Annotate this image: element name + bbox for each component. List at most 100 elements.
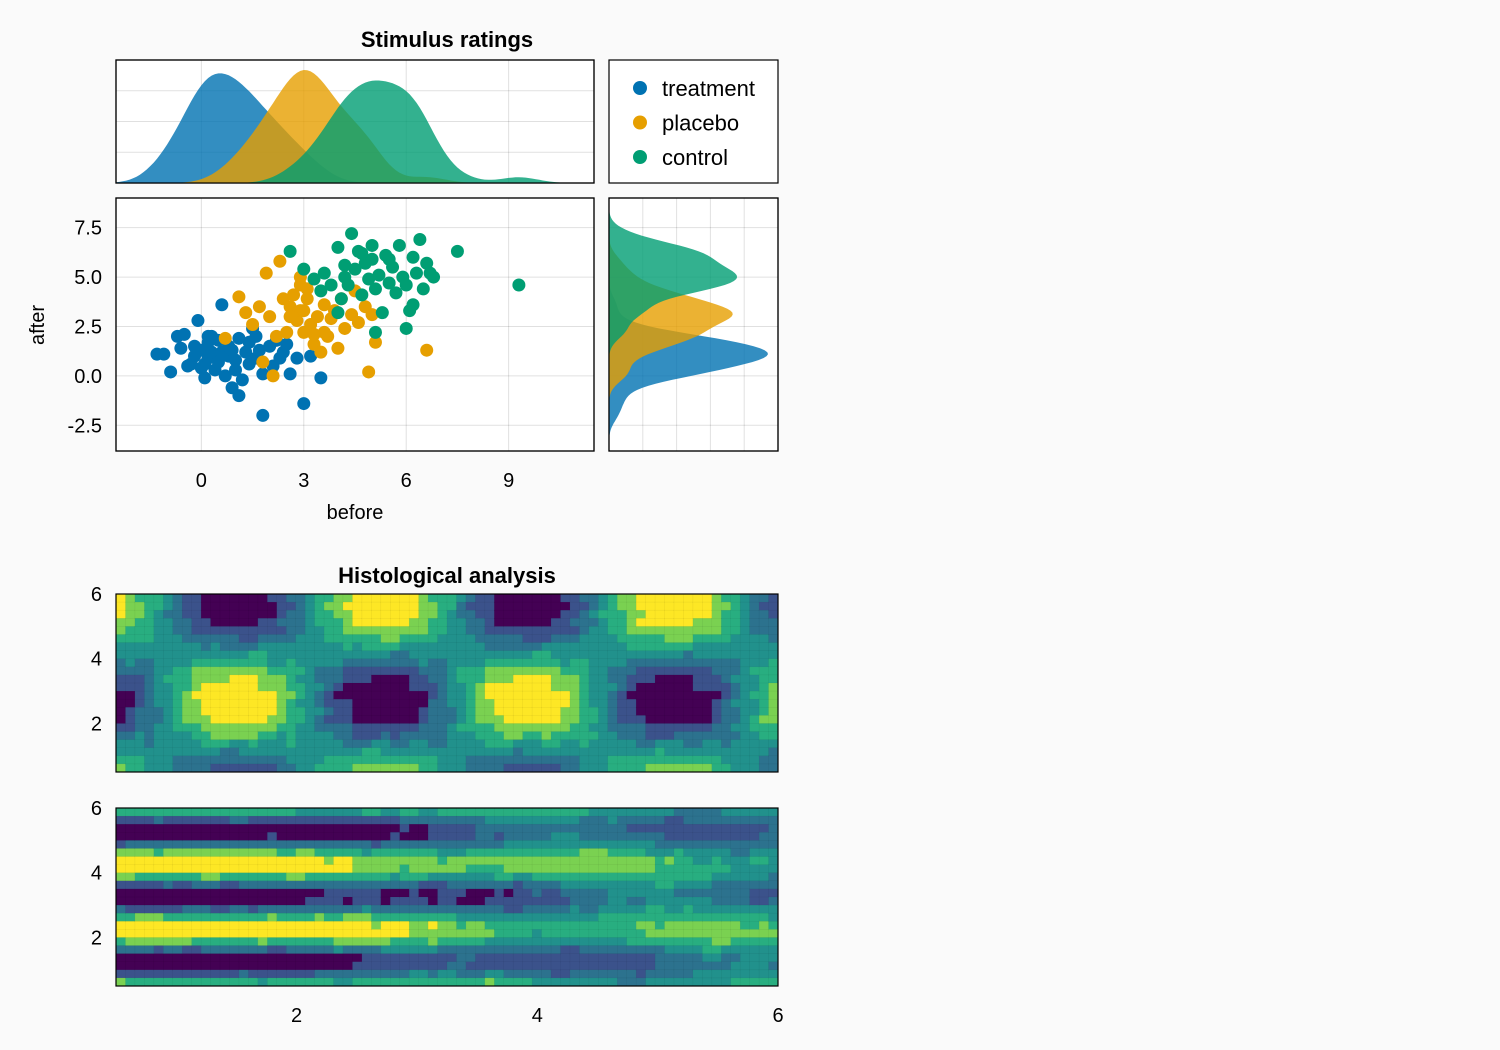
contour-cell (304, 872, 316, 882)
contour-cell (285, 961, 297, 971)
contour-cell (210, 747, 221, 757)
contour-cell (323, 823, 335, 834)
contour-cell (484, 723, 496, 733)
contour-cell (295, 601, 307, 612)
contour-cell (569, 666, 581, 676)
contour-cell (437, 912, 448, 923)
contour-cell (172, 690, 184, 701)
contour-cell (711, 739, 723, 749)
contour-cell (531, 977, 543, 986)
contour-cell (125, 896, 136, 906)
contour-cell (172, 618, 184, 628)
contour-cell (456, 921, 467, 931)
contour-cell (314, 731, 325, 741)
contour-cell (711, 969, 723, 979)
contour-cell (541, 690, 552, 701)
contour-cell (219, 642, 231, 652)
contour-cell (569, 674, 581, 684)
contour-cell (352, 609, 363, 620)
contour-cell (267, 977, 278, 986)
contour-cell (475, 977, 486, 986)
contour-cell (125, 888, 136, 898)
contour-cell (323, 945, 335, 955)
contour-cell (163, 953, 174, 963)
contour-cell (144, 961, 155, 971)
contour-cell (333, 626, 344, 636)
contour-cell (465, 921, 477, 931)
contour-cell (390, 823, 401, 834)
contour-cell (191, 969, 202, 979)
contour-cell (408, 921, 420, 931)
contour-cell (550, 642, 562, 652)
contour-cell (512, 601, 524, 612)
contour-cell (248, 634, 259, 644)
contour-cell (560, 888, 571, 898)
contour-cell (456, 815, 467, 826)
contour-cell (730, 626, 742, 636)
contour-cell (399, 929, 411, 939)
contour-cell (522, 682, 533, 692)
contour-cell (267, 808, 278, 817)
contour-cell (257, 747, 269, 757)
contour-cell (361, 747, 373, 757)
contour-cell (673, 969, 685, 979)
contour-cell (635, 840, 647, 850)
contour-cell (257, 723, 269, 733)
contour-cell (512, 808, 524, 817)
contour-cell (569, 609, 581, 620)
contour-cell (276, 626, 288, 636)
contour-cell (541, 864, 552, 874)
contour-cell (645, 856, 656, 866)
contour-cell (210, 634, 221, 644)
contour-cell (560, 609, 571, 620)
contour-cell (333, 650, 344, 660)
contour-cell (314, 848, 325, 858)
contour-cell (172, 840, 184, 850)
contour-cell (692, 929, 704, 939)
contour-cell (475, 904, 486, 915)
contour-cell (314, 763, 325, 772)
contour-cell (408, 880, 420, 890)
contour-cell (749, 856, 760, 866)
contour-cell (758, 864, 770, 874)
contour-cell (210, 658, 221, 668)
contour-cell (267, 642, 278, 652)
contour-cell (285, 904, 297, 915)
contour-cell (711, 815, 723, 826)
contour-cell (465, 594, 477, 603)
contour-cell (560, 864, 571, 874)
contour-cell (219, 755, 231, 765)
contour-cell (768, 864, 778, 874)
contour-cell (758, 937, 770, 947)
contour-cell (475, 747, 486, 757)
contour-cell (399, 715, 411, 725)
contour-cell (427, 642, 439, 652)
contour-cell (522, 945, 533, 955)
contour-cell (475, 715, 486, 725)
contour-cell (200, 626, 212, 636)
contour-cell (200, 937, 212, 947)
contour-cell (144, 690, 155, 701)
contour-cell (134, 937, 146, 947)
scatter-point-control (341, 278, 355, 292)
contour-cell (541, 977, 552, 986)
contour-cell (758, 888, 770, 898)
contour-cell (598, 601, 609, 612)
contour-cell (541, 929, 552, 939)
contour-cell (654, 747, 666, 757)
contour-cell (503, 601, 515, 612)
contour-cell (323, 848, 335, 858)
contour-cell (248, 609, 259, 620)
contour-cell (768, 634, 778, 644)
contour-cell (257, 912, 269, 923)
contour-cell (380, 815, 392, 826)
contour-cell (248, 626, 259, 636)
contour-cell (219, 658, 231, 668)
contour-cell (134, 747, 146, 757)
contour-cell (276, 815, 288, 826)
contour-cell (522, 642, 533, 652)
contour-cell (702, 601, 713, 612)
contour-cell (616, 731, 628, 741)
contour-cell (616, 904, 628, 915)
contour-cell (541, 896, 552, 906)
